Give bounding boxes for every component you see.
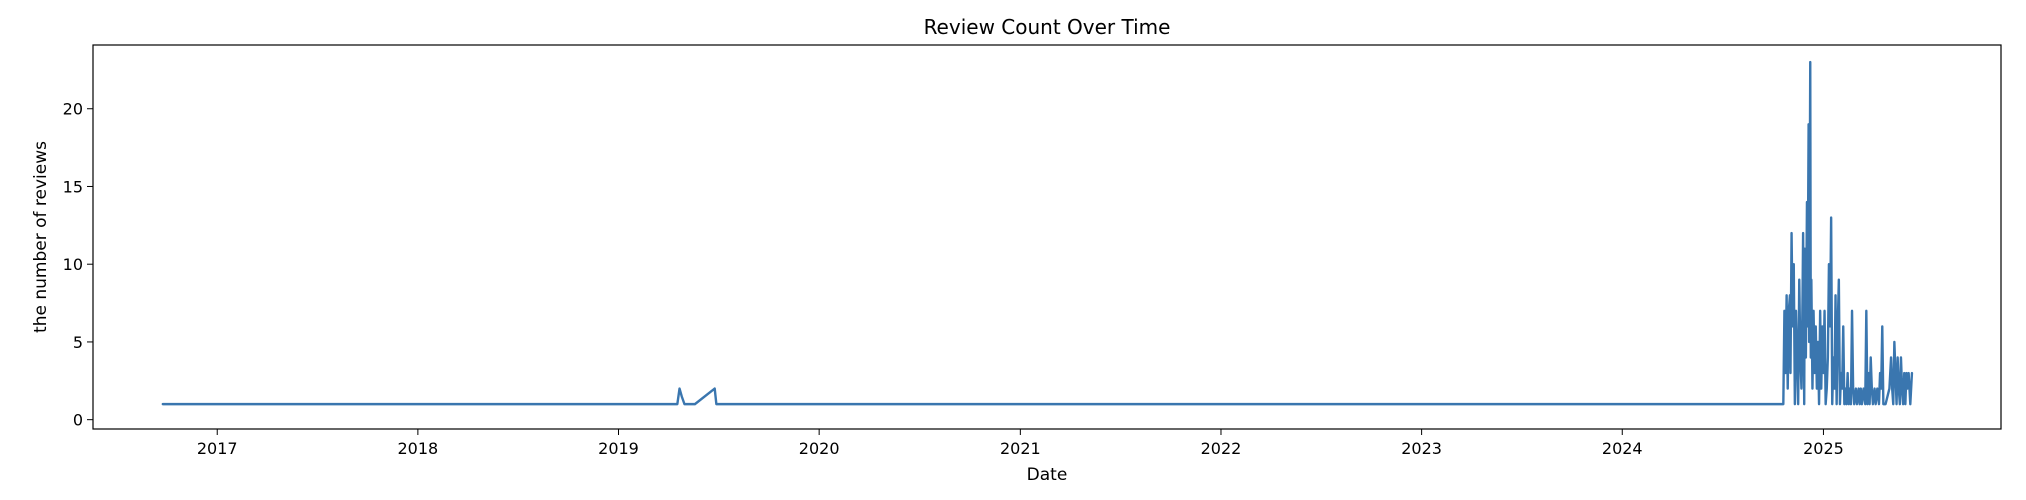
x-tick-label: 2018 xyxy=(398,439,439,458)
plot-frame xyxy=(92,44,2002,430)
x-tick-label: 2017 xyxy=(197,439,238,458)
x-axis-ticks: 2017 2018 2019 2020 2021 2022 2023 2024 2025 xyxy=(197,429,1844,458)
y-axis-label: the number of reviews xyxy=(31,141,51,333)
y-tick-label: 10 xyxy=(63,255,83,274)
x-tick-label: 2024 xyxy=(1602,439,1643,458)
x-tick-label: 2022 xyxy=(1201,439,1242,458)
x-tick-label: 2025 xyxy=(1803,439,1844,458)
x-tick-label: 2020 xyxy=(799,439,840,458)
y-tick-label: 20 xyxy=(63,100,83,119)
x-axis-label: Date xyxy=(1027,465,1068,485)
series-line xyxy=(161,60,1914,406)
y-tick-label: 5 xyxy=(73,333,83,352)
y-axis-ticks: 0 5 10 15 20 xyxy=(63,100,93,430)
x-tick-label: 2021 xyxy=(1000,439,1041,458)
series-layer xyxy=(161,60,1914,406)
x-tick-label: 2023 xyxy=(1401,439,1442,458)
x-tick-label: 2019 xyxy=(598,439,639,458)
chart-title: Review Count Over Time xyxy=(924,15,1171,39)
y-tick-label: 0 xyxy=(73,411,83,430)
y-tick-label: 15 xyxy=(63,177,83,196)
